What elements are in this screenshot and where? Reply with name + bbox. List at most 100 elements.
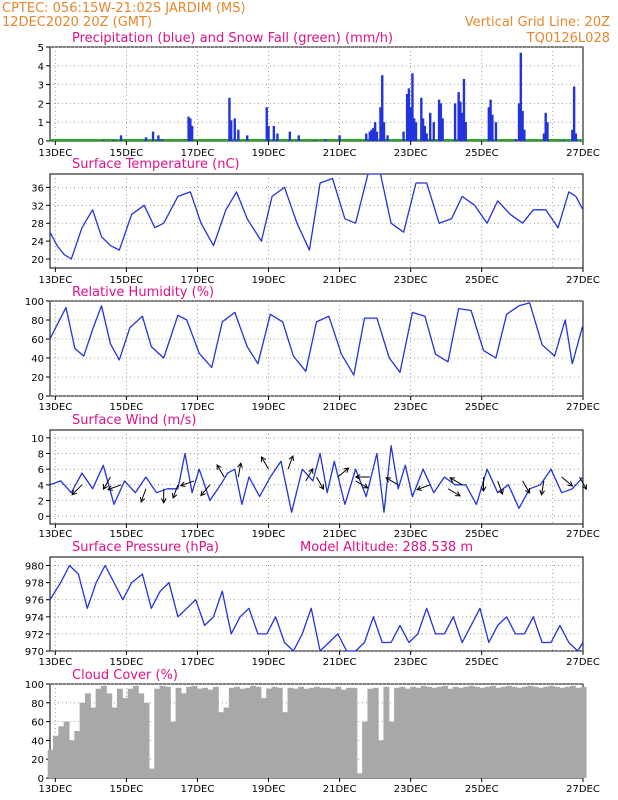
panel-4-xtick-label: 15DEC — [110, 657, 144, 668]
cloud-cover-bar — [420, 685, 427, 778]
wind-arrow-head — [71, 489, 78, 496]
panel-1-ytick-label: 32 — [31, 201, 44, 212]
cloud-cover-bar — [143, 702, 150, 778]
panel-2-xtick-label: 17DEC — [181, 402, 215, 413]
cloud-cover-bar — [340, 689, 347, 778]
wind-arrow — [200, 484, 211, 496]
panel-0-ytick-label: 5 — [38, 43, 44, 54]
cloud-cover-bar — [266, 688, 273, 778]
wind-arrow-head — [160, 498, 167, 504]
precip-bar — [267, 125, 270, 141]
rh-title: Relative Humidity (%) — [72, 285, 214, 300]
cloud-cover-bar — [559, 687, 566, 778]
panel-4-xtick-label: 13DEC — [38, 657, 72, 668]
cloud-cover-bar — [79, 702, 86, 778]
cloud-cover-bar — [511, 686, 518, 778]
panel-3-xtick-label: 17DEC — [181, 529, 215, 540]
cloud-cover-bar — [159, 685, 166, 778]
wind-arrow-head — [318, 484, 325, 490]
wind-arrow-head — [567, 481, 574, 487]
cloud-cover-bar — [362, 721, 369, 778]
panel-3-xtick-label: 25DEC — [465, 529, 499, 540]
panel-2-xtick-label: 25DEC — [465, 402, 499, 413]
cloud-cover-bar — [554, 686, 560, 778]
header-line1: CPTEC: 056:15W-21:02S JARDIM (MS) — [2, 1, 246, 16]
precip-bar — [189, 118, 192, 141]
panel-4-ytick-label: 978 — [25, 579, 44, 590]
precip-bar — [144, 137, 148, 141]
cloud-cover-bar — [255, 686, 262, 778]
header-line2: 12DEC2020 20Z (GMT) — [2, 15, 152, 30]
cloud-cover-bar — [228, 687, 235, 778]
precip-bar — [246, 135, 249, 141]
wind-arrow-head — [539, 489, 545, 496]
temp-title: Surface Temperature (nC) — [72, 157, 240, 172]
panel-4-ytick-label: 974 — [25, 613, 44, 624]
cloud-cover-bar — [298, 686, 305, 778]
precip-bar — [119, 135, 123, 141]
cloud-cover-bar — [426, 686, 432, 778]
cloud-cover-bar — [239, 688, 246, 778]
wind-arrow-head — [525, 487, 531, 494]
cloud-cover-bar — [58, 726, 65, 778]
precip-bar — [421, 118, 425, 141]
wind-arrow — [497, 480, 503, 495]
precip-bar — [288, 131, 292, 141]
panel-2-xtick-label: 27DEC — [566, 402, 600, 413]
panel-1-xtick-label: 21DEC — [323, 275, 357, 286]
cloud-cover-bar — [292, 688, 299, 778]
precip-bar — [432, 122, 435, 141]
wind-arrow — [216, 464, 225, 478]
precip-bar — [487, 107, 491, 141]
wind-arrow-head — [354, 474, 361, 480]
panel-5-xtick-label: 19DEC — [252, 784, 286, 795]
cloud-cover-bar — [410, 686, 416, 778]
cloud-cover-bar — [191, 685, 198, 778]
cloud-cover-bar — [580, 686, 587, 778]
cloud-cover-bar — [388, 721, 395, 778]
panel-0-xtick-label: 17DEC — [181, 148, 215, 159]
precip-bar — [425, 133, 428, 141]
pressure-title: Surface Pressure (hPa) — [72, 540, 219, 555]
panel-4-xtick-label: 19DEC — [252, 657, 286, 668]
wind-arrow — [237, 463, 242, 478]
panel-4-xtick-label: 21DEC — [323, 657, 357, 668]
cloud-cover-bar — [196, 688, 203, 778]
precip-bar — [494, 122, 498, 141]
panel-1-xtick-label: 23DEC — [394, 275, 428, 286]
panel-0-ytick-label: 4 — [38, 62, 44, 73]
panel-4-xtick-label: 23DEC — [394, 657, 428, 668]
panel-2-xtick-label: 21DEC — [323, 402, 357, 413]
precip-bar — [297, 135, 300, 141]
cloud-cover-bar — [186, 686, 193, 778]
panel-4-ytick-label: 980 — [25, 562, 44, 573]
precip-bar — [542, 133, 546, 141]
cloud-cover-bar — [90, 707, 97, 778]
wind-arrow — [337, 467, 349, 478]
panel-3-ytick-label: 8 — [38, 450, 44, 461]
precip-bar — [546, 122, 549, 141]
precip-bar — [437, 99, 441, 141]
cloud-cover-bar — [223, 707, 230, 778]
wind-arrow — [71, 484, 83, 496]
precip-bar — [379, 107, 382, 141]
precip-bar — [151, 131, 155, 141]
panel-0-xtick-label: 23DEC — [394, 148, 428, 159]
cloud-cover-bar — [84, 693, 91, 778]
panel-0-frame — [49, 46, 584, 142]
wind-arrow-head — [362, 483, 369, 489]
precip-bar — [265, 107, 268, 141]
wind-arrow — [180, 480, 195, 487]
wind-arrow-head — [343, 467, 350, 473]
precip-bar — [544, 112, 547, 141]
panel-2-ytick-label: 0 — [38, 392, 44, 403]
wind-title: Surface Wind (m/s) — [72, 413, 196, 428]
precip-bar — [523, 129, 526, 141]
precip-bar — [413, 118, 416, 141]
wind-arrow-head — [200, 490, 206, 497]
precip-bar — [402, 131, 405, 141]
panel-3-ytick-label: 10 — [31, 434, 44, 445]
cloud-cover-bar — [138, 693, 145, 778]
precip-bar — [460, 112, 464, 141]
cloud-cover-bar — [180, 693, 187, 778]
